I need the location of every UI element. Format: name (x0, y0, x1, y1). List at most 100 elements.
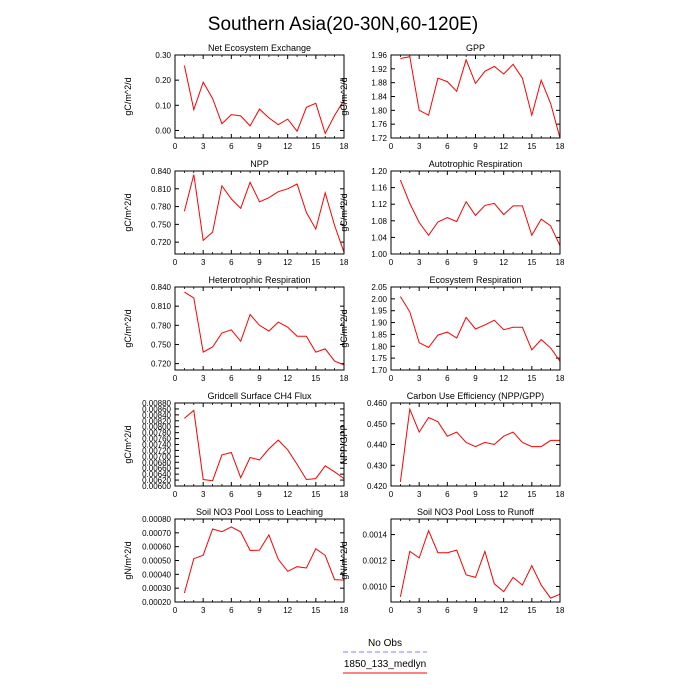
panel-ecosystem-respiration: Ecosystem Respiration gC/m^2/d 0 3 6 9 12 15 18 1… (339, 275, 565, 383)
x-tick-label: 15 (311, 606, 320, 615)
x-tick-label: 18 (340, 258, 349, 267)
x-tick-label: 9 (473, 142, 478, 151)
y-tick-label: 0.00070 (142, 529, 171, 538)
x-tick-label: 12 (499, 606, 508, 615)
x-tick-label: 12 (283, 258, 292, 267)
panel-soil-no3-pool-loss-to-runoff: Soil NO3 Pool Loss to Runoff gN/m^2/d 0 3 6 9… (339, 507, 565, 615)
x-tick-label: 9 (473, 374, 478, 383)
x-tick-label: 15 (311, 142, 320, 151)
plot-frame (390, 54, 561, 139)
y-axis-label: gC/m^2/d (339, 309, 349, 347)
x-tick-label: 15 (527, 490, 536, 499)
x-tick-label: 0 (173, 490, 178, 499)
y-tick-label: 0.00060 (142, 543, 171, 552)
y-tick-label: 1.20 (371, 167, 387, 176)
y-tick-label: 1.80 (371, 342, 387, 351)
y-axis-label: gC/m^2/d (123, 193, 133, 231)
series-line (183, 174, 345, 253)
x-tick-label: 15 (311, 374, 320, 383)
y-tick-label: 1.70 (371, 366, 387, 375)
y-tick-label: 0.00780 (142, 429, 171, 438)
x-tick-label: 9 (257, 374, 262, 383)
y-tick-label: 1.92 (371, 65, 387, 74)
x-tick-label: 3 (201, 374, 206, 383)
x-tick-label: 9 (257, 490, 262, 499)
x-tick-label: 3 (201, 142, 206, 151)
series-line (184, 291, 345, 366)
x-tick-label: 3 (417, 142, 422, 151)
y-tick-label: 0.00720 (142, 446, 171, 455)
y-tick-label: 0.00700 (142, 452, 171, 461)
y-tick-label: 0.720 (151, 360, 172, 369)
x-tick-label: 6 (445, 258, 450, 267)
x-tick-label: 0 (173, 142, 178, 151)
x-tick-label: 18 (556, 374, 565, 383)
x-tick-label: 6 (229, 606, 234, 615)
y-tick-label: 1.75 (371, 354, 387, 363)
panel-title: Ecosystem Respiration (429, 275, 521, 285)
x-tick-label: 6 (445, 606, 450, 615)
y-axis-label: NPP/GPP (339, 424, 349, 464)
x-tick-label: 6 (445, 142, 450, 151)
y-tick-label: 1.12 (371, 200, 387, 209)
y-tick-label: 0.420 (367, 482, 388, 491)
y-tick-label: 0.00680 (142, 458, 171, 467)
series-line (399, 179, 561, 246)
x-tick-label: 6 (445, 490, 450, 499)
x-tick-label: 9 (473, 490, 478, 499)
x-tick-label: 12 (499, 374, 508, 383)
plot-frame (390, 170, 561, 255)
panel-npp: NPP gC/m^2/d 0 3 6 9 12 15 18 0.720 0.750 0.780 0.81… (123, 159, 349, 267)
y-tick-label: 2.00 (371, 295, 387, 304)
y-tick-label: 0.00050 (142, 557, 171, 566)
y-tick-label: 0.00820 (142, 417, 171, 426)
x-tick-label: 6 (229, 258, 234, 267)
x-tick-label: 18 (556, 606, 565, 615)
x-tick-label: 0 (173, 606, 178, 615)
x-tick-label: 0 (173, 374, 178, 383)
plot-frame (174, 286, 345, 371)
y-tick-label: 1.00 (371, 250, 387, 259)
plot-frame (390, 286, 561, 371)
panel-autotrophic-respiration: Autotrophic Respiration gC/m^2/d 0 3 6 9 12 15 1… (339, 159, 565, 267)
x-tick-label: 15 (527, 142, 536, 151)
x-tick-label: 3 (417, 258, 422, 267)
y-tick-label: 0.00660 (142, 464, 171, 473)
x-tick-label: 15 (311, 490, 320, 499)
plot-frame (174, 170, 345, 255)
panel-title: Soil NO3 Pool Loss to Runoff (417, 507, 534, 517)
panel-gpp: GPP gC/m^2/d 0 3 6 9 12 15 18 1.72 1.76 1.80 1.84 1.8… (339, 43, 565, 151)
x-tick-label: 12 (283, 490, 292, 499)
x-tick-label: 12 (499, 142, 508, 151)
x-tick-label: 12 (499, 258, 508, 267)
x-tick-label: 3 (201, 258, 206, 267)
x-tick-label: 9 (257, 258, 262, 267)
series-line (183, 65, 345, 135)
x-tick-label: 18 (556, 490, 565, 499)
x-tick-label: 6 (229, 490, 234, 499)
x-tick-label: 12 (283, 606, 292, 615)
panel-soil-no3-pool-loss-to-leaching: Soil NO3 Pool Loss to Leaching gN/m^2/d 0 3… (123, 507, 349, 615)
y-tick-label: 0.430 (367, 461, 388, 470)
y-tick-label: 1.84 (371, 93, 387, 102)
x-tick-label: 6 (229, 142, 234, 151)
x-tick-label: 12 (283, 142, 292, 151)
y-tick-label: 0.20 (155, 76, 171, 85)
legend: No Obs 1850_133_medlyn (343, 638, 427, 674)
y-tick-label: 0.840 (151, 283, 172, 292)
y-axis-label: gN/m^2/d (339, 541, 349, 579)
x-tick-label: 0 (389, 142, 394, 151)
x-tick-label: 18 (340, 490, 349, 499)
y-axis-label: gC/m^2/d (123, 309, 133, 347)
panel-title: Carbon Use Efficiency (NPP/GPP) (407, 391, 544, 401)
y-tick-label: 0.440 (367, 441, 388, 450)
x-tick-label: 15 (527, 258, 536, 267)
y-tick-label: 1.16 (371, 184, 387, 193)
y-tick-label: 1.04 (371, 233, 387, 242)
y-tick-label: 0.00030 (142, 584, 171, 593)
figure-title: Southern Asia(20-30N,60-120E) (208, 14, 478, 35)
y-tick-label: 0.840 (151, 167, 172, 176)
y-tick-label: 0.750 (151, 220, 172, 229)
y-tick-label: 1.72 (371, 134, 387, 143)
